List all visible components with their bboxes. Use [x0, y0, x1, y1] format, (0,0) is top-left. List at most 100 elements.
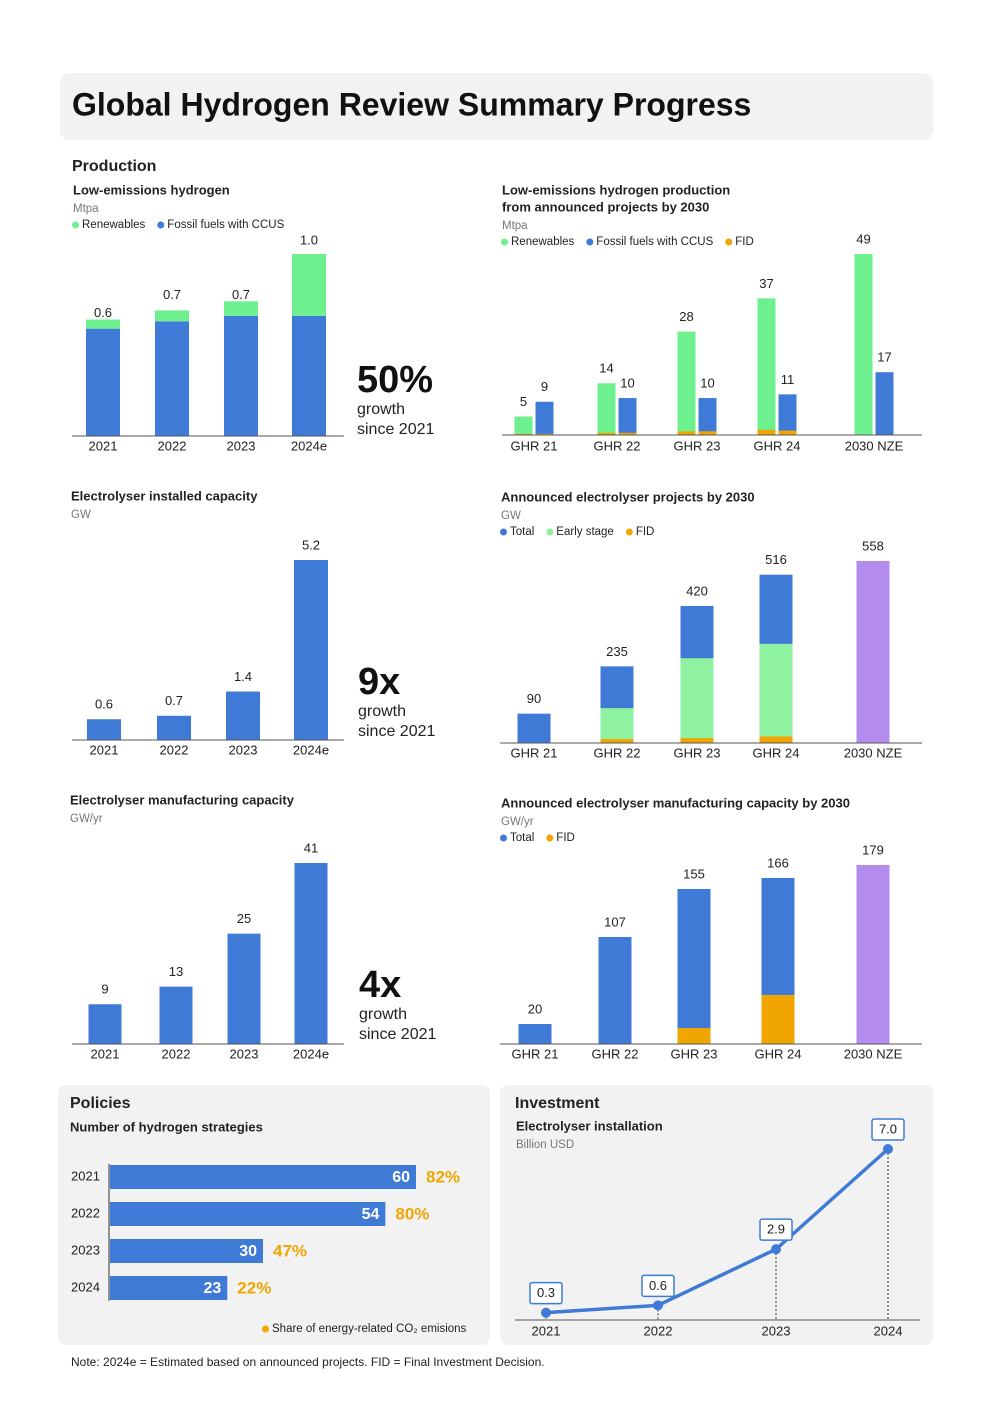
- bar: [618, 398, 637, 435]
- bar: [875, 372, 894, 435]
- callout-text: growth: [358, 703, 406, 720]
- legend-label: Renewables: [82, 219, 146, 231]
- fid-bar: [597, 432, 616, 435]
- bar: [677, 889, 711, 1044]
- x-tick-label: GHR 24: [753, 745, 800, 760]
- bar: [110, 1202, 386, 1226]
- value-label: 2.9: [767, 1222, 785, 1237]
- value-label: 11: [781, 372, 795, 387]
- chart-unit: Billion USD: [516, 1139, 574, 1151]
- value-label: 23: [204, 1280, 222, 1297]
- x-tick-label: 2022: [644, 1323, 673, 1338]
- legend-marker: [625, 528, 633, 536]
- bar: [518, 1024, 552, 1044]
- fid-bar: [757, 429, 776, 435]
- legend-label: Total: [510, 832, 534, 844]
- point: [771, 1244, 781, 1255]
- bar: [535, 401, 554, 435]
- bar: [600, 739, 634, 743]
- x-tick-label: GHR 22: [594, 745, 641, 760]
- value-label: 13: [169, 964, 183, 979]
- value-label: 41: [304, 840, 318, 855]
- callout-text: since 2021: [357, 421, 434, 438]
- bar: [759, 736, 793, 743]
- bar: [598, 937, 632, 1044]
- share-label: 82%: [426, 1167, 460, 1186]
- y-tick-label: 2023: [71, 1242, 100, 1257]
- x-tick-label: GHR 21: [511, 745, 558, 760]
- bar-segment: [292, 315, 326, 436]
- value-label: 0.6: [95, 697, 113, 712]
- value-label: 17: [877, 350, 891, 365]
- fid-bar: [698, 431, 717, 435]
- x-tick-label: 2030 NZE: [844, 745, 903, 760]
- bar-segment: [155, 321, 189, 436]
- fid-bar: [535, 433, 554, 435]
- value-label: 0.7: [165, 693, 183, 708]
- chart-title: Electrolyser manufacturing capacity: [70, 792, 295, 807]
- x-tick-label: 2023: [227, 438, 256, 453]
- bar: [88, 1004, 122, 1044]
- bar: [294, 560, 328, 740]
- x-tick-label: 2021: [91, 1046, 120, 1061]
- value-label: 155: [683, 866, 705, 881]
- fid-bar: [677, 431, 696, 435]
- chart-unit: Mtpa: [73, 203, 99, 215]
- section-title: Investment: [515, 1095, 600, 1112]
- bar-segment: [155, 310, 189, 322]
- legend-label: Fossil fuels with CCUS: [167, 219, 284, 231]
- value-label: 0.3: [537, 1285, 555, 1300]
- page-title: Global Hydrogen Review Summary Progress: [72, 86, 751, 122]
- title-box: [60, 73, 933, 140]
- fid-bar: [618, 432, 637, 435]
- bar: [87, 719, 121, 740]
- x-tick-label: 2021: [89, 438, 118, 453]
- chart-title: Announced electrolyser projects by 2030: [501, 489, 755, 504]
- value-label: 420: [686, 583, 708, 598]
- legend-label: FID: [636, 526, 655, 538]
- y-tick-label: 2022: [71, 1205, 100, 1220]
- value-label: 14: [599, 361, 613, 376]
- legend-marker: [586, 238, 594, 246]
- value-label: 49: [856, 231, 870, 246]
- x-tick-label: GHR 22: [594, 438, 641, 453]
- value-label: 30: [239, 1243, 257, 1260]
- value-label: 37: [759, 276, 773, 291]
- value-label: 166: [767, 855, 789, 870]
- bar: [597, 383, 616, 435]
- point: [883, 1144, 893, 1154]
- bar: [698, 398, 717, 435]
- legend-label: Early stage: [556, 526, 614, 538]
- label-box: [641, 1274, 675, 1298]
- value-label: 5: [520, 394, 527, 409]
- bar: [856, 561, 890, 743]
- bar: [226, 691, 260, 740]
- share-label: 22%: [237, 1278, 271, 1297]
- legend-label: Share of energy-related CO₂ emisions: [272, 1323, 467, 1335]
- legend-marker: [157, 221, 165, 229]
- chart-title: Electrolyser installed capacity: [71, 488, 258, 503]
- fid-bar: [514, 433, 533, 435]
- chart-unit: GW: [501, 510, 521, 522]
- x-tick-label: GHR 23: [674, 745, 721, 760]
- bar: [761, 995, 795, 1044]
- legend-marker: [725, 238, 733, 246]
- bar-segment: [86, 328, 120, 436]
- value-label: 54: [362, 1206, 380, 1223]
- total-label: 0.7: [232, 287, 250, 302]
- legend-marker: [501, 238, 508, 246]
- bar-segment: [224, 315, 258, 436]
- value-label: 28: [679, 309, 693, 324]
- x-tick-label: 2030 NZE: [845, 438, 904, 453]
- bar: [680, 658, 714, 743]
- point: [653, 1300, 663, 1311]
- bar: [157, 715, 191, 740]
- section-title: Policies: [70, 1095, 131, 1112]
- y-tick-label: 2024: [71, 1279, 100, 1294]
- x-tick-label: 2022: [158, 438, 187, 453]
- legend-marker: [262, 1325, 269, 1333]
- x-tick-label: 2021: [90, 742, 119, 757]
- chart-unit: GW: [71, 509, 91, 521]
- y-tick-label: 2021: [71, 1168, 100, 1183]
- value-label: 90: [527, 691, 541, 706]
